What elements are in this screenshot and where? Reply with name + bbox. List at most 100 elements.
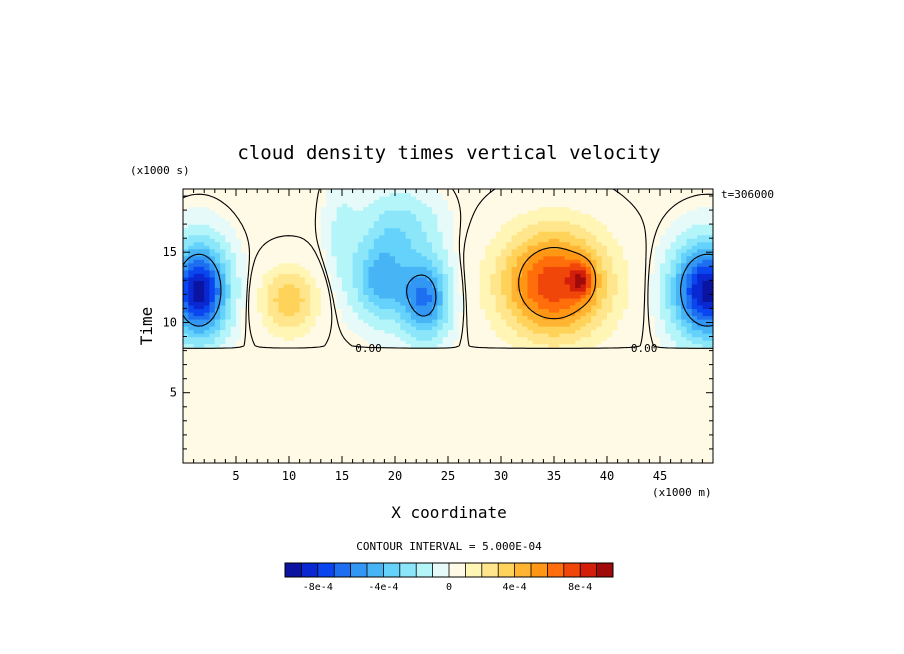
field-cell bbox=[183, 448, 189, 454]
field-cell bbox=[183, 368, 189, 373]
field-cell bbox=[437, 459, 444, 464]
field-cell bbox=[273, 297, 279, 303]
field-cell bbox=[326, 189, 332, 194]
field-cell bbox=[437, 448, 444, 454]
field-cell bbox=[463, 441, 470, 447]
field-cell bbox=[331, 203, 338, 208]
field-cell bbox=[230, 234, 237, 239]
field-cell bbox=[225, 266, 232, 271]
field-cell bbox=[410, 368, 417, 373]
field-cell bbox=[331, 375, 338, 380]
field-cell bbox=[395, 368, 401, 373]
field-cell bbox=[294, 315, 301, 320]
field-cell bbox=[363, 420, 370, 425]
field-cell bbox=[188, 266, 195, 271]
field-cell bbox=[437, 290, 444, 295]
field-cell bbox=[395, 392, 401, 397]
field-cell bbox=[495, 424, 502, 429]
field-cell bbox=[453, 199, 460, 204]
field-cell bbox=[236, 413, 242, 418]
field-cell bbox=[273, 262, 279, 267]
field-cell bbox=[198, 343, 205, 348]
field-cell bbox=[262, 199, 269, 204]
field-cell bbox=[220, 318, 226, 324]
field-cell bbox=[326, 311, 332, 317]
field-cell bbox=[357, 340, 364, 345]
field-cell bbox=[257, 238, 264, 243]
field-cell bbox=[320, 304, 327, 310]
field-cell bbox=[384, 424, 391, 429]
field-cell bbox=[230, 262, 237, 267]
field-cell bbox=[474, 245, 481, 250]
field-cell bbox=[220, 217, 226, 222]
field-cell bbox=[262, 385, 269, 390]
field-cell bbox=[193, 424, 200, 429]
field-cell bbox=[426, 234, 433, 239]
field-cell bbox=[251, 308, 258, 313]
field-cell bbox=[421, 318, 428, 324]
field-cell bbox=[421, 438, 428, 443]
field-cell bbox=[368, 287, 375, 292]
field-cell bbox=[310, 445, 317, 450]
field-cell bbox=[193, 343, 200, 348]
field-cell bbox=[448, 406, 454, 411]
field-cell bbox=[204, 452, 211, 457]
field-cell bbox=[363, 248, 370, 253]
field-cell bbox=[506, 455, 513, 461]
field-cell bbox=[357, 357, 364, 362]
field-cell bbox=[342, 347, 348, 352]
field-cell bbox=[368, 448, 375, 454]
field-cell bbox=[289, 308, 295, 313]
field-cell bbox=[326, 203, 332, 208]
field-cell bbox=[299, 308, 306, 313]
field-cell bbox=[506, 189, 513, 194]
field-cell bbox=[400, 375, 407, 380]
field-cell bbox=[421, 455, 428, 461]
field-cell bbox=[214, 340, 221, 345]
field-cell bbox=[516, 227, 523, 232]
field-cell bbox=[400, 343, 407, 348]
field-cell bbox=[283, 227, 290, 232]
field-cell bbox=[193, 199, 200, 204]
field-cell bbox=[214, 276, 221, 281]
field-cell bbox=[320, 315, 327, 320]
field-cell bbox=[251, 203, 258, 208]
field-cell bbox=[209, 234, 216, 239]
field-cell bbox=[283, 245, 290, 250]
field-cell bbox=[320, 406, 327, 411]
field-cell bbox=[304, 347, 311, 352]
field-cell bbox=[511, 290, 518, 295]
field-cell bbox=[294, 406, 301, 411]
field-cell bbox=[373, 231, 380, 236]
field-cell bbox=[342, 448, 348, 454]
field-cell bbox=[495, 357, 502, 362]
field-cell bbox=[220, 326, 226, 331]
field-cell bbox=[501, 245, 507, 250]
field-cell bbox=[442, 340, 449, 345]
field-cell bbox=[516, 294, 523, 299]
field-cell bbox=[373, 375, 380, 380]
field-cell bbox=[299, 420, 306, 425]
field-cell bbox=[485, 276, 491, 281]
field-cell bbox=[342, 238, 348, 243]
field-cell bbox=[246, 354, 253, 359]
field-cell bbox=[421, 217, 428, 222]
field-cell bbox=[251, 406, 258, 411]
field-cell bbox=[453, 382, 460, 387]
field-cell bbox=[304, 287, 311, 292]
field-cell bbox=[389, 220, 396, 225]
field-cell bbox=[315, 248, 322, 253]
field-cell bbox=[331, 413, 338, 418]
field-cell bbox=[331, 287, 338, 292]
field-cell bbox=[400, 326, 407, 331]
field-cell bbox=[320, 280, 327, 285]
field-cell bbox=[204, 252, 211, 257]
field-cell bbox=[384, 287, 391, 292]
field-cell bbox=[331, 280, 338, 285]
field-cell bbox=[421, 354, 428, 359]
field-cell bbox=[368, 294, 375, 299]
field-cell bbox=[405, 354, 412, 359]
field-cell bbox=[442, 371, 449, 376]
field-cell bbox=[506, 217, 513, 222]
field-cell bbox=[432, 438, 438, 443]
